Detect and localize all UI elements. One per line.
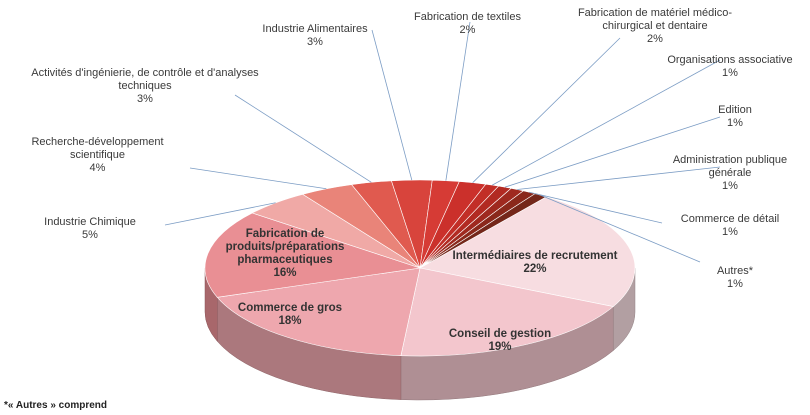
category-label: Conseil de gestion — [448, 328, 552, 340]
value-label: 1% — [722, 180, 738, 192]
category-label: Fabrication de produits/préparations pha… — [225, 228, 345, 266]
slice-label: Organisations associative 1% — [650, 54, 810, 80]
value-label: 1% — [722, 226, 738, 238]
slice — [216, 267, 421, 356]
slice-label: Industrie Chimique 5% — [15, 216, 165, 242]
slice-label: Recherche-développement scientifique 4% — [5, 136, 190, 175]
slice — [400, 267, 614, 357]
value-label: 22% — [523, 263, 547, 275]
slice-label: Fabrication de produits/préparations pha… — [215, 228, 355, 280]
footnote: *« Autres » comprend — [4, 400, 107, 411]
value-label: 3% — [307, 36, 323, 48]
slice-label: Commerce de gros 18% — [225, 302, 355, 328]
slice-label: Industrie Alimentaires 3% — [230, 23, 400, 49]
slice-label: Autres* 1% — [690, 265, 780, 291]
leader-line — [445, 21, 471, 181]
leader-line — [164, 202, 276, 226]
value-label: 5% — [82, 229, 98, 241]
leader-line — [529, 191, 663, 224]
leader-line — [504, 116, 721, 188]
leader-line — [371, 29, 413, 181]
leader-line — [189, 167, 327, 190]
category-label: Organisations associative — [667, 54, 793, 66]
slice-label: Fabrication de matériel médico-chirurgic… — [555, 7, 755, 46]
slice — [204, 212, 421, 298]
category-label: Activités d'ingénierie, de contrôle et d… — [31, 67, 259, 92]
slice-label: Edition 1% — [690, 104, 780, 130]
value-label: 3% — [137, 93, 153, 105]
slice — [419, 196, 636, 307]
category-label: Intermédiaires de recrutement — [452, 250, 618, 262]
category-label: Fabrication de matériel médico-chirurgic… — [577, 7, 733, 32]
value-label: 2% — [459, 24, 476, 36]
category-label: Recherche-développement scientifique — [31, 136, 164, 161]
value-label: 1% — [727, 278, 743, 290]
category-label: Autres* — [716, 265, 754, 277]
slice-label: Administration publique générale 1% — [660, 154, 800, 193]
slice-label: Commerce de détail 1% — [655, 213, 805, 239]
leader-line — [540, 194, 701, 263]
category-label: Administration publique générale — [672, 154, 788, 179]
value-label: 16% — [273, 267, 297, 279]
category-label: Industrie Alimentaires — [262, 23, 368, 35]
slice-label: Activités d'ingénierie, de contrôle et d… — [25, 67, 265, 106]
leader-line — [472, 37, 621, 183]
value-label: 1% — [722, 67, 738, 79]
leader-line — [517, 166, 721, 190]
slice-label: Conseil de gestion 19% — [440, 328, 560, 354]
value-label: 4% — [89, 162, 106, 174]
slice-label: Intermédiaires de recrutement 22% — [440, 250, 630, 276]
value-label: 1% — [727, 117, 743, 129]
category-label: Industrie Chimique — [44, 216, 136, 228]
leader-line — [492, 59, 721, 186]
category-label: Edition — [718, 104, 752, 116]
slice-label: Fabrication de textiles 2% — [400, 11, 535, 37]
category-label: Fabrication de textiles — [414, 11, 521, 23]
value-label: 2% — [647, 33, 663, 45]
category-label: Commerce de détail — [680, 213, 780, 225]
value-label: 19% — [488, 341, 512, 353]
leader-line — [234, 94, 372, 183]
category-label: Commerce de gros — [237, 302, 343, 314]
value-label: 18% — [278, 315, 302, 327]
